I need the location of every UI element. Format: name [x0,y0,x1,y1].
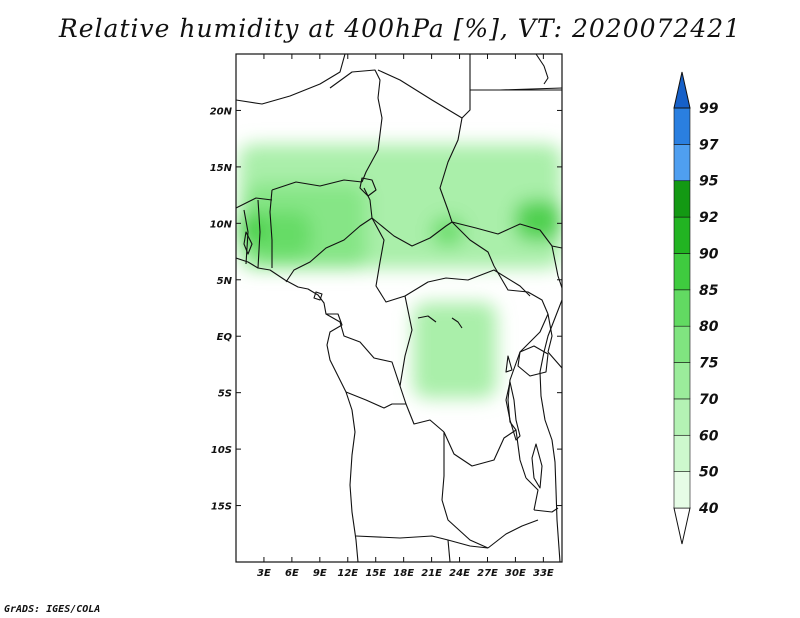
colorbar-label: 70 [699,392,719,408]
border-kenya-tanzania [547,351,562,369]
colorbar-segment [673,216,691,254]
colorbar-label: 99 [699,101,719,117]
border-zambia-zimbabwe [487,519,539,549]
colorbar-label: 92 [699,210,718,226]
colorbar-label: 85 [699,283,719,299]
grads-credit: GrADS: IGES/COLA [4,604,101,615]
border-mali-algeria [236,54,346,105]
map-title: Relative humidity at 400hPa [%], VT: 202… [58,14,742,43]
colorbar-low-arrow [673,507,691,545]
colorbar-segment [673,362,691,400]
colorbar-segment [673,325,691,363]
lake-chad [359,177,377,197]
border-niger-chad [361,97,383,183]
humidity-field [237,144,562,399]
border-uganda-kenya [547,313,553,353]
lat-tick-label: 15S [211,502,232,513]
lon-tick-label: 18E [393,568,414,579]
lake-kivu [505,355,513,373]
river-congo-segment-2 [451,317,463,329]
border-ssudan-drc-uganda [493,265,549,315]
border-nigeria-benin [269,189,273,268]
lat-tick-label: 15N [210,163,233,174]
coastline-east-africa [539,299,562,562]
border-namibia-botswana [447,539,451,562]
colorbar-segment [673,107,691,145]
lon-tick-label: 12E [337,568,358,579]
lon-tick-label: 15E [365,568,386,579]
border-car-drc [404,269,531,297]
colorbar-label: 40 [698,501,719,517]
colorbar: 40 50 60 70 75 80 85 90 92 95 97 99 [673,71,719,545]
border-congo-gabon [325,313,407,405]
colorbar-high-arrow [673,71,691,109]
humidity-region-6 [412,302,497,399]
lat-tick-label: 5N [217,276,233,287]
lat-tick-label: 10N [210,219,233,230]
colorbar-label: 95 [699,174,719,190]
lake-victoria [517,345,549,377]
lon-tick-label: 6E [285,568,299,579]
border-cameroon-car [371,217,406,303]
colorbar-segment [673,398,691,436]
river-congo-segment [417,315,437,323]
border-nigeria-niger [271,179,363,191]
colorbar-label: 97 [699,137,719,153]
border-chad-sudan [439,117,495,267]
lon-tick-label: 30E [505,568,526,579]
lat-tick-label: 20N [210,106,233,117]
border-nigeria-cameroon [285,187,373,283]
colorbar-segment [673,434,691,472]
colorbar-label: 80 [699,319,719,335]
lake-tanganyika [505,381,521,441]
lat-tick-label: 10S [211,445,232,456]
border-zambia-malawi [525,477,539,511]
border-drc-east [507,313,549,431]
nile-river [535,54,549,85]
colorbar-label: 90 [699,246,719,262]
colorbar-segment [673,289,691,327]
lon-tick-label: 27E [477,568,498,579]
border-tanzania-mozambique [533,507,559,513]
colorbar-label: 75 [699,356,719,372]
lat-tick-label: 5S [218,389,232,400]
colorbar-segment [673,144,691,182]
border-ssudan-ethiopia [551,245,562,289]
lon-tick-label: 24E [449,568,470,579]
border-angola-zambia [441,432,489,549]
border-ghana-togo [243,209,249,265]
border-togo-benin [257,199,261,269]
country-borders [236,54,562,562]
border-angola-namibia [355,535,489,549]
border-burkina [236,197,273,209]
humidity-region-4 [515,200,562,241]
border-drc-angola-north [345,391,445,433]
lake-volta [243,231,253,255]
border-drc-zambia [443,429,527,479]
lon-tick-label: 3E [257,568,271,579]
colorbar-label: 50 [699,465,719,481]
humidity-region-2 [254,212,311,258]
border-niger-algeria [329,69,381,99]
lon-tick-label: 9E [313,568,327,579]
lon-tick-label: 33E [533,568,554,579]
border-congo-drc [399,295,413,387]
island-bioko [313,291,323,301]
colorbar-label: 60 [699,428,719,444]
axis-ticks [236,54,562,562]
lon-tick-label: 21E [421,568,442,579]
coastline-west-africa [236,257,359,562]
axis-tick-labels: 3E 6E 9E 12E 15E 18E 21E 24E 27E 30E 33E 20N 15N 10N 5… [210,106,554,579]
colorbar-segment [673,253,691,291]
colorbar-segment [673,471,691,509]
colorbar-segment [673,180,691,218]
humidity-region-3 [237,212,264,246]
border-niger-libya [377,54,471,119]
lake-malawi [531,443,543,489]
humidity-region-5 [431,217,465,246]
map-frame [235,53,563,563]
border-car-chad [371,217,453,247]
lat-tick-label: EQ [217,332,233,343]
